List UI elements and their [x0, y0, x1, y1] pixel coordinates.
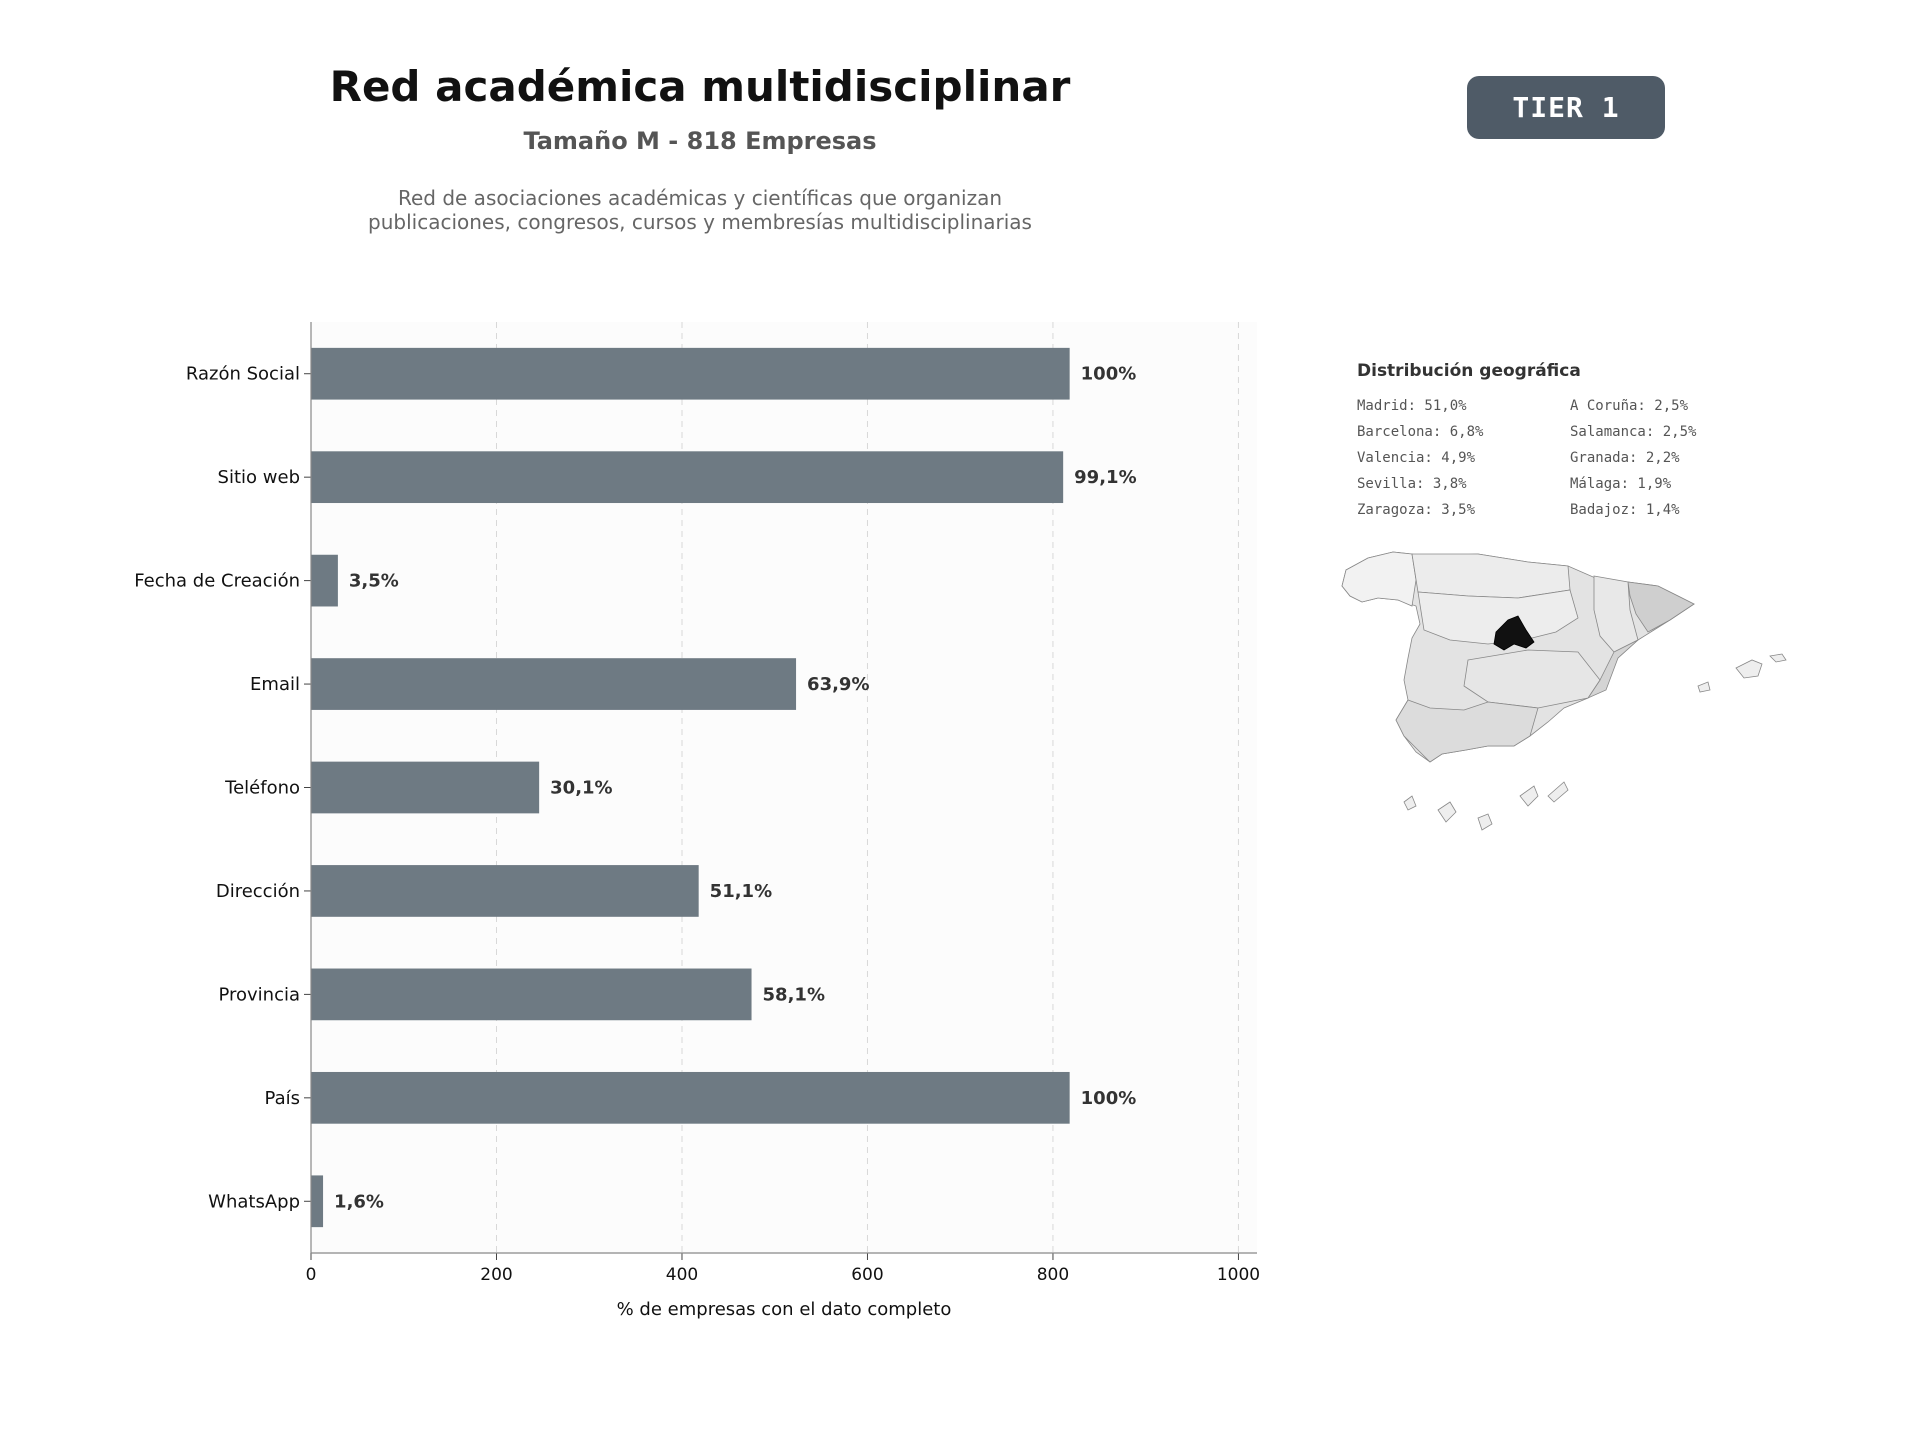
- castilla-leon-shape: [1417, 589, 1579, 645]
- geo-distribution-title: Distribución geográfica: [1357, 361, 1581, 381]
- castilla-mancha-shape: [1463, 649, 1601, 709]
- bar-data-label: 99,1%: [1074, 467, 1136, 488]
- geo-distribution-list: Madrid: 51,0% A Coruña: 2,5% Barcelona: …: [1357, 397, 1777, 519]
- bar-data-label: 58,1%: [763, 984, 825, 1005]
- bar-data-label: 100%: [1081, 364, 1137, 385]
- bar: [311, 968, 752, 1021]
- bar: [311, 451, 1064, 504]
- y-tick-label: Dirección: [216, 881, 300, 902]
- y-tick-label: Razón Social: [186, 364, 300, 385]
- y-tick-label: WhatsApp: [208, 1191, 300, 1212]
- bar-data-label: 100%: [1081, 1088, 1137, 1109]
- bar: [311, 761, 540, 814]
- geo-item-salamanca: Salamanca: 2,5%: [1570, 424, 1697, 440]
- chart-subtitle: Tamaño M - 818 Empresas: [523, 127, 877, 155]
- balearic-islands-shape: [1697, 653, 1787, 693]
- bar-data-label: 63,9%: [807, 674, 869, 695]
- geo-item-madrid: Madrid: 51,0%: [1357, 398, 1467, 414]
- bar-data-label: 51,1%: [710, 881, 772, 902]
- x-tick-label: 1000: [1217, 1265, 1260, 1285]
- geo-item-barcelona: Barcelona: 6,8%: [1357, 424, 1484, 440]
- andalusia-shape: [1395, 699, 1539, 763]
- spain-map: [1341, 551, 1787, 831]
- x-tick-label: 0: [306, 1265, 317, 1285]
- bar: [311, 347, 1070, 400]
- bar: [311, 658, 797, 710]
- spain-map-regions: [1341, 551, 1787, 831]
- geo-item-badajoz: Badajoz: 1,4%: [1570, 502, 1680, 518]
- geo-item-zaragoza: Zaragoza: 3,5%: [1357, 502, 1476, 518]
- geo-item-a-coruna: A Coruña: 2,5%: [1570, 398, 1689, 414]
- y-tick-label: Teléfono: [224, 778, 300, 799]
- tier-badge: TIER 1: [1467, 76, 1665, 139]
- geo-item-sevilla: Sevilla: 3,8%: [1357, 476, 1467, 492]
- chart-description: Red de asociaciones académicas y científ…: [300, 186, 1100, 234]
- geo-item-malaga: Málaga: 1,9%: [1570, 476, 1672, 492]
- chart-title: Red académica multidisciplinar: [329, 62, 1071, 111]
- galicia-shape: [1341, 551, 1417, 607]
- x-tick-label: 800: [1037, 1265, 1069, 1285]
- geo-item-valencia: Valencia: 4,9%: [1357, 450, 1476, 466]
- y-tick-label: Fecha de Creación: [134, 571, 300, 592]
- madrid-shape: [1493, 615, 1535, 651]
- description-line-1: Red de asociaciones académicas y científ…: [397, 186, 1003, 210]
- x-axis-label: % de empresas con el dato completo: [617, 1299, 952, 1320]
- geo-item-granada: Granada: 2,2%: [1570, 450, 1680, 466]
- x-tick-label: 200: [480, 1265, 512, 1285]
- bar: [311, 1175, 324, 1228]
- bar-data-label: 1,6%: [334, 1191, 384, 1212]
- x-tick-label: 600: [851, 1265, 883, 1285]
- catalonia-shape: [1627, 581, 1695, 633]
- bar: [311, 1071, 1070, 1124]
- y-tick-label: Provincia: [218, 984, 300, 1005]
- canary-islands-shape: [1403, 781, 1569, 831]
- y-tick-label: Sitio web: [218, 467, 300, 488]
- bar-data-label: 3,5%: [349, 571, 399, 592]
- bar: [311, 554, 338, 607]
- bar-data-label: 30,1%: [550, 778, 612, 799]
- y-tick-label: País: [265, 1088, 300, 1109]
- y-tick-label: Email: [250, 674, 300, 695]
- x-tick-label: 400: [666, 1265, 698, 1285]
- bar: [311, 865, 699, 917]
- north-coast-shape: [1411, 553, 1571, 599]
- description-line-2: publicaciones, congresos, cursos y membr…: [368, 210, 1032, 234]
